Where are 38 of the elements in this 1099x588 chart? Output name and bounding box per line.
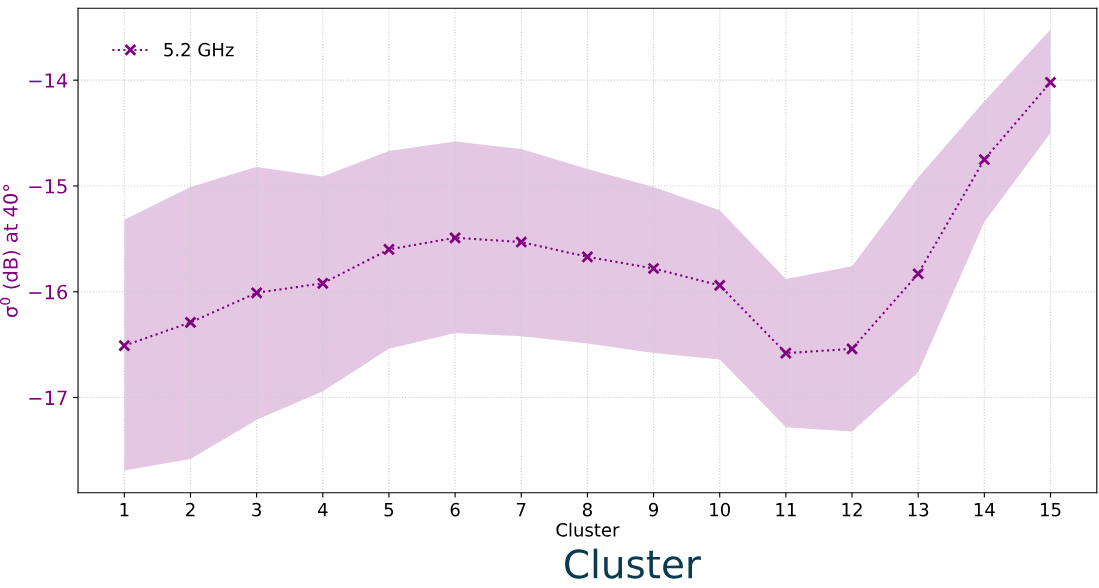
y-tick-label: −15	[29, 179, 67, 194]
x-tick-label: 6	[450, 502, 460, 517]
x-tick-label: 5	[384, 503, 394, 517]
y-tick-label: −16	[29, 284, 68, 300]
x-tick-label: 1	[120, 503, 129, 517]
point	[911, 267, 925, 281]
legend-label: 5.2 GHz	[164, 42, 234, 57]
x-tick-label: 11	[776, 503, 796, 517]
point	[316, 277, 330, 290]
y-axis-title: σ$^{0}$ (dB) at 40°	[0, 184, 21, 317]
point	[118, 339, 131, 352]
x-tick-label: 12	[842, 502, 862, 517]
point	[845, 342, 859, 356]
point	[382, 243, 396, 256]
point	[448, 231, 462, 245]
point	[713, 279, 726, 292]
x-tick-label: 9	[648, 502, 659, 517]
x-tick-label: 15	[1040, 503, 1061, 517]
x-tick-label: 14	[974, 503, 995, 517]
x-tick-label: 3	[252, 502, 261, 517]
point	[184, 316, 197, 329]
x-tick-label: 7	[517, 503, 526, 517]
x-tick-label: 13	[908, 502, 929, 517]
y-tick-label: −14	[29, 73, 68, 88]
text: Cluster	[565, 548, 701, 579]
x-tick-label: 8	[582, 502, 592, 517]
x-axis-title: Cluster	[556, 522, 620, 537]
y-tick-label: −17	[29, 390, 67, 405]
point	[978, 153, 991, 166]
x-tick-label: 2	[186, 502, 195, 517]
point	[779, 346, 793, 360]
point	[647, 262, 660, 275]
point	[515, 235, 528, 249]
point	[1044, 76, 1057, 89]
x-tick-label: 4	[317, 503, 328, 517]
x-tick-label: 10	[710, 502, 731, 517]
point	[250, 286, 263, 300]
point	[581, 250, 594, 264]
